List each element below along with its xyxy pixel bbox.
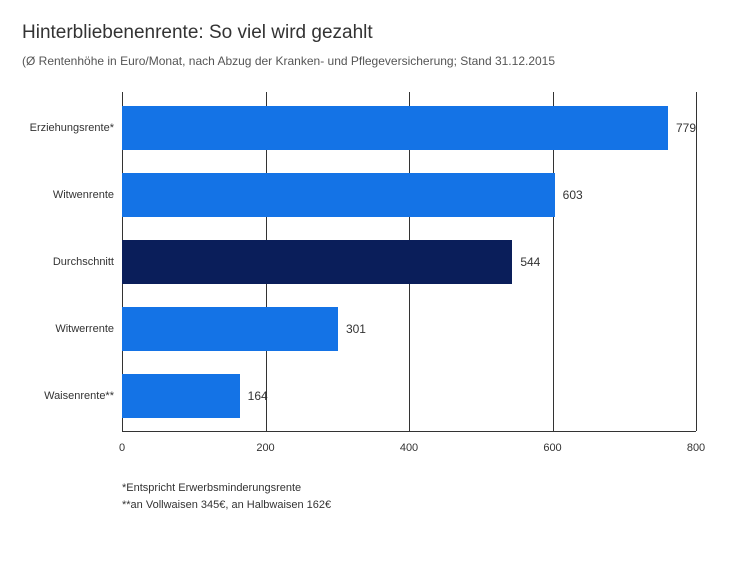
chart-area: 779 603 544 301 164 Erziehungsrente* Witwenre… [22, 92, 706, 462]
y-axis-label: Erziehungsrente* [22, 106, 114, 150]
bar-row: 603 [122, 173, 696, 217]
bar [122, 240, 512, 284]
y-axis-label: Witwerrente [22, 307, 114, 351]
footnotes: *Entspricht Erwerbsminderungsrente**an V… [122, 480, 706, 513]
footnote-line: *Entspricht Erwerbsminderungsrente [122, 480, 706, 497]
x-tick-label: 400 [400, 442, 418, 454]
bar-row: 301 [122, 307, 696, 351]
chart-subtitle: (Ø Rentenhöhe in Euro/Monat, nach Abzug … [22, 54, 706, 68]
y-axis-label: Durchschnitt [22, 240, 114, 284]
x-tick-label: 0 [119, 442, 125, 454]
y-axis-label: Witwenrente [22, 173, 114, 217]
plot-region: 779 603 544 301 164 [122, 92, 696, 432]
bar [122, 307, 338, 351]
bar-value-label: 301 [346, 322, 366, 336]
x-tick-label: 800 [687, 442, 705, 454]
y-axis-label: Waisenrente** [22, 374, 114, 418]
x-tick-label: 200 [256, 442, 274, 454]
x-tick-label: 600 [543, 442, 561, 454]
gridline [696, 92, 697, 431]
bar-value-label: 779 [676, 121, 696, 135]
bar-value-label: 603 [563, 188, 583, 202]
bar-row: 164 [122, 374, 696, 418]
bar [122, 173, 555, 217]
bar [122, 106, 668, 150]
bar-value-label: 164 [248, 389, 268, 403]
chart-title: Hinterbliebenenrente: So viel wird gezah… [22, 22, 706, 44]
bar [122, 374, 240, 418]
footnote-line: **an Vollwaisen 345€, an Halbwaisen 162€ [122, 497, 706, 514]
bar-row: 779 [122, 106, 696, 150]
bar-row: 544 [122, 240, 696, 284]
bar-value-label: 544 [520, 255, 540, 269]
